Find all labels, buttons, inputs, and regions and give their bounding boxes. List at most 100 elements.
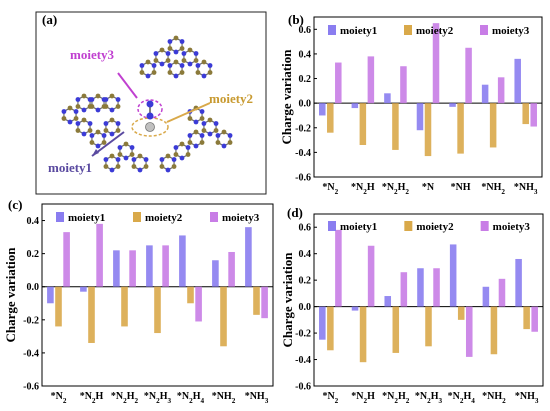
nitrogen-atom: [181, 51, 187, 56]
panel-d-chart: (d) Charge variation -0.6 -0.4 -0.2 0.0 0.2 0…: [280, 205, 544, 405]
nitrogen-atom: [129, 145, 135, 150]
y-tick-label: 0.0: [299, 99, 312, 110]
legend-swatch-moiety1: [328, 25, 336, 35]
nitrogen-atom: [95, 143, 101, 149]
moiety3-label: moiety3: [70, 47, 115, 62]
x-tick-label: *NH3: [245, 391, 269, 405]
x-tick-label: *NH2: [482, 391, 506, 405]
panel-label-b: (b): [288, 12, 304, 27]
carbon-atom: [151, 70, 157, 75]
carbon-atom: [117, 152, 123, 157]
panel-b-chart: (b) Charge variation -0.6 -0.4 -0.2 0.0 0.2 0…: [279, 12, 543, 196]
carbon-atom: [195, 70, 201, 75]
nitrogen-atom: [95, 107, 101, 113]
nitrogen-atom: [215, 133, 221, 138]
legend-swatch-moiety2: [133, 212, 141, 222]
bar-moiety2: [327, 306, 334, 351]
nitrogen-atom: [115, 157, 121, 162]
carbon-atom: [159, 164, 165, 169]
nitrogen-atom: [109, 107, 115, 113]
nitrogen-atom: [89, 133, 95, 138]
nitrogen-atom: [131, 157, 137, 162]
moiety2-arrow: [166, 102, 211, 123]
bar-moiety3: [400, 66, 407, 104]
y-tick-label: 0.2: [299, 276, 312, 287]
carbon-atom: [115, 104, 121, 109]
x-tick-label: *N2: [322, 391, 338, 405]
panel-c-frame: [41, 203, 274, 387]
adsorbate-n-top: [146, 100, 154, 108]
carbon-atom: [131, 164, 137, 169]
y-tick-label: -0.4: [295, 148, 311, 159]
nitrogen-atom: [193, 119, 199, 125]
panel-c-chart: (c) Charge variation -0.6 -0.4 -0.2 0.0 0.2 0…: [3, 197, 274, 405]
nitrogen-atom: [103, 157, 109, 162]
bar-moiety1: [384, 93, 391, 104]
y-tick-label: -0.2: [23, 315, 39, 326]
panel-d-bars: [319, 229, 538, 363]
y-tick-label: 0.2: [27, 249, 40, 260]
bar-moiety3: [228, 251, 235, 287]
y-tick-label: -0.2: [295, 329, 311, 340]
panel-b-bars: [319, 23, 537, 157]
y-tick-label: -0.4: [295, 355, 311, 366]
bar-moiety1: [179, 235, 186, 287]
carbon-atom: [129, 152, 135, 157]
carbon-atom: [95, 93, 101, 99]
bar-moiety2: [253, 286, 260, 315]
nitrogen-atom: [143, 157, 149, 162]
moiety3-arrow: [117, 72, 138, 99]
bar-moiety2: [392, 306, 400, 353]
nitrogen-atom: [153, 51, 159, 56]
panel-label-d: (d): [287, 205, 303, 220]
carbon-atom: [187, 140, 193, 145]
panel-label-c: (c): [8, 197, 22, 212]
bar-moiety1: [319, 103, 326, 116]
metal-atom: [145, 122, 155, 132]
nitrogen-atom: [159, 157, 165, 162]
bar-moiety1: [515, 258, 522, 307]
carbon-atom: [103, 104, 109, 109]
y-tick-label: -0.4: [23, 348, 39, 359]
y-tick-label: 0.4: [27, 216, 40, 227]
legend-label-moiety2: moiety2: [145, 212, 183, 224]
panel-d-legend: moiety1 moiety2 moiety3: [328, 221, 530, 233]
carbon-atom: [227, 140, 233, 145]
carbon-atom: [95, 129, 101, 135]
bar-moiety1: [245, 227, 252, 287]
bar-moiety3: [465, 306, 473, 357]
adsorbate-n-bottom: [146, 112, 154, 120]
carbon-atom: [193, 58, 199, 63]
panel-b-legend: moiety1 moiety2 moiety3: [328, 25, 530, 37]
bar-moiety2: [457, 103, 464, 154]
bar-moiety2: [220, 286, 227, 347]
carbon-atom: [75, 128, 81, 133]
nitrogen-atom: [87, 121, 93, 126]
carbon-atom: [167, 70, 173, 75]
carbon-atom: [187, 116, 193, 121]
nitrogen-atom: [207, 131, 213, 137]
bar-moiety1: [47, 286, 54, 304]
y-tick-label: -0.6: [295, 173, 311, 184]
nitrogen-atom: [67, 119, 73, 125]
x-tick-label: *NH3: [514, 182, 538, 196]
bar-moiety2: [490, 306, 498, 355]
bar-moiety3: [432, 23, 440, 104]
bar-moiety3: [335, 229, 342, 307]
nitrogen-atom: [101, 133, 107, 138]
legend-label-moiety3: moiety3: [222, 212, 260, 224]
bar-moiety2: [489, 103, 497, 148]
carbon-atom: [109, 153, 115, 159]
carbon-atom: [215, 140, 221, 145]
x-tick-label: *N2H4: [448, 391, 476, 405]
nitrogen-atom: [195, 63, 201, 68]
x-tick-label: *N2H3: [144, 391, 172, 405]
carbon-atom: [89, 104, 95, 109]
bar-moiety3: [261, 286, 268, 319]
nitrogen-atom: [221, 143, 227, 149]
carbon-atom: [187, 47, 193, 53]
bar-moiety2: [425, 306, 432, 347]
nitrogen-atom: [199, 109, 205, 114]
y-tick-label: 0.6: [299, 25, 312, 36]
